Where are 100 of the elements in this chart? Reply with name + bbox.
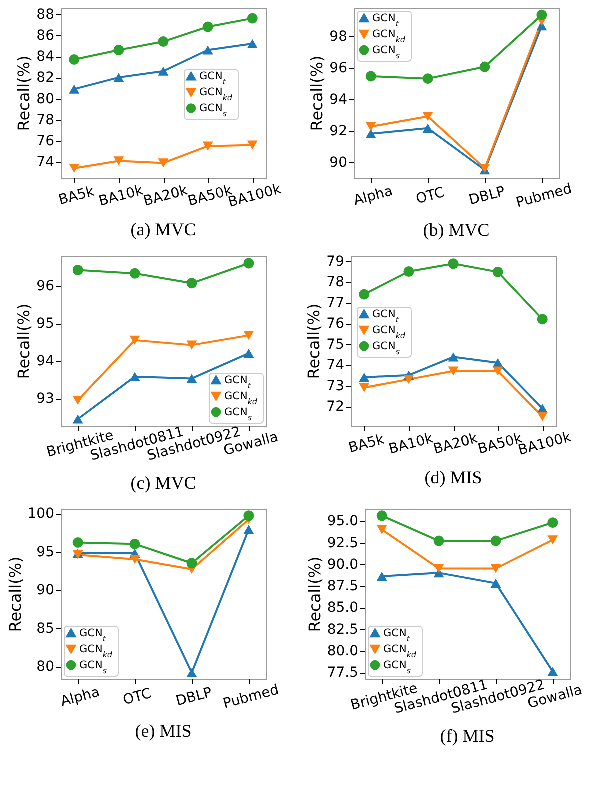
point	[130, 372, 140, 382]
y-tick-label: 77	[326, 295, 344, 312]
point	[130, 336, 140, 345]
legend-label: GCN$_{kd}$	[200, 86, 234, 102]
point	[186, 668, 198, 678]
point	[247, 39, 258, 48]
point	[244, 525, 254, 534]
point	[448, 352, 459, 362]
point	[158, 66, 169, 76]
legend-label: GCN$_{t}$	[372, 12, 400, 28]
point	[376, 525, 388, 534]
x-tick-label: OTC	[121, 686, 154, 709]
point	[202, 46, 214, 55]
y-tick-label: 94	[36, 354, 55, 370]
y-tick-label: 78	[36, 112, 54, 128]
point	[69, 84, 80, 94]
point	[359, 289, 370, 300]
point	[244, 331, 254, 340]
point	[359, 372, 370, 382]
x-tick-label: DBLP	[468, 184, 508, 209]
y-tick-label: 87.5	[327, 578, 358, 595]
y-tick-label: 85	[36, 620, 54, 637]
point	[114, 73, 124, 82]
point	[130, 538, 140, 550]
legend-label: GCN$_{kd}$	[80, 643, 114, 659]
point	[186, 340, 198, 350]
point	[202, 22, 214, 32]
y-axis-title: Recall(%)	[14, 304, 34, 380]
point	[247, 13, 258, 24]
point	[448, 366, 459, 376]
y-tick-label: 92	[330, 123, 348, 140]
x-tick-label: Alpha	[352, 183, 395, 210]
x-tick-label: DBLP	[174, 684, 214, 710]
point	[422, 74, 434, 84]
point	[422, 124, 434, 133]
x-tick-label: OTC	[414, 184, 446, 208]
point	[376, 510, 388, 522]
point	[548, 536, 558, 545]
point	[480, 62, 490, 72]
point	[186, 558, 198, 569]
legend-label: GCN$_{s}$	[372, 44, 400, 60]
point	[434, 564, 444, 574]
point	[548, 518, 558, 528]
point	[434, 536, 444, 546]
y-tick-label: 80.0	[327, 643, 358, 660]
point	[158, 36, 169, 48]
legend-label: GCN$_{kd}$	[372, 324, 406, 340]
point	[69, 54, 80, 65]
point	[130, 555, 140, 564]
y-tick-label: 78	[326, 274, 344, 291]
y-tick-label: 96	[36, 278, 55, 295]
y-tick-label: 95	[36, 544, 54, 560]
legend-label: GCN$_{t}$	[372, 308, 400, 324]
x-tick-label: Alpha	[59, 684, 102, 710]
point	[536, 10, 548, 20]
y-tick-label: 88	[36, 6, 54, 23]
y-tick-label: 90.0	[327, 556, 358, 573]
y-axis-title: Recall(%)	[14, 56, 34, 132]
point	[490, 578, 502, 588]
text: (c) MVC	[130, 472, 196, 493]
legend-label: GCN$_{t}$	[200, 70, 227, 86]
point	[247, 140, 258, 150]
y-tick-label: 95	[36, 316, 54, 332]
point	[186, 374, 198, 384]
point	[492, 266, 504, 278]
y-tick-label: 72	[326, 399, 344, 416]
legend-label: GCN$_{kd}$	[384, 643, 418, 659]
point	[490, 564, 502, 574]
y-tick-label: 92.5	[327, 535, 358, 552]
y-axis-title: Recall(%)	[308, 56, 327, 132]
point	[366, 71, 376, 82]
y-tick-label: 77.5	[327, 665, 358, 682]
legend-label: GCN$_{s}$	[80, 659, 107, 675]
y-tick-label: 90	[36, 582, 54, 599]
point	[366, 122, 376, 132]
legend-label: GCN$_{kd}$	[372, 28, 406, 44]
point	[492, 366, 504, 376]
y-tick-label: 82	[36, 70, 54, 86]
point	[490, 536, 502, 546]
y-axis-title: Recall(%)	[305, 556, 324, 632]
y-tick-label: 90	[330, 154, 348, 171]
point	[130, 268, 140, 279]
point	[114, 45, 124, 56]
point	[537, 412, 548, 422]
y-tick-label: 74	[326, 358, 345, 374]
point	[422, 112, 434, 122]
point	[202, 142, 214, 151]
y-tick-label: 95.0	[327, 514, 358, 530]
y-tick-label: 80	[36, 91, 54, 108]
legend-label: GCN$_{kd}$	[224, 390, 258, 406]
point	[69, 164, 80, 174]
text: (d) MIS	[424, 468, 482, 488]
point	[72, 265, 84, 276]
y-tick-label: 93	[36, 391, 54, 408]
point	[359, 383, 370, 392]
point	[186, 278, 198, 289]
y-tick-label: 85.0	[327, 600, 358, 616]
text: (f) MIS	[440, 726, 495, 746]
point	[72, 537, 84, 548]
text: (b) MVC	[423, 220, 490, 240]
